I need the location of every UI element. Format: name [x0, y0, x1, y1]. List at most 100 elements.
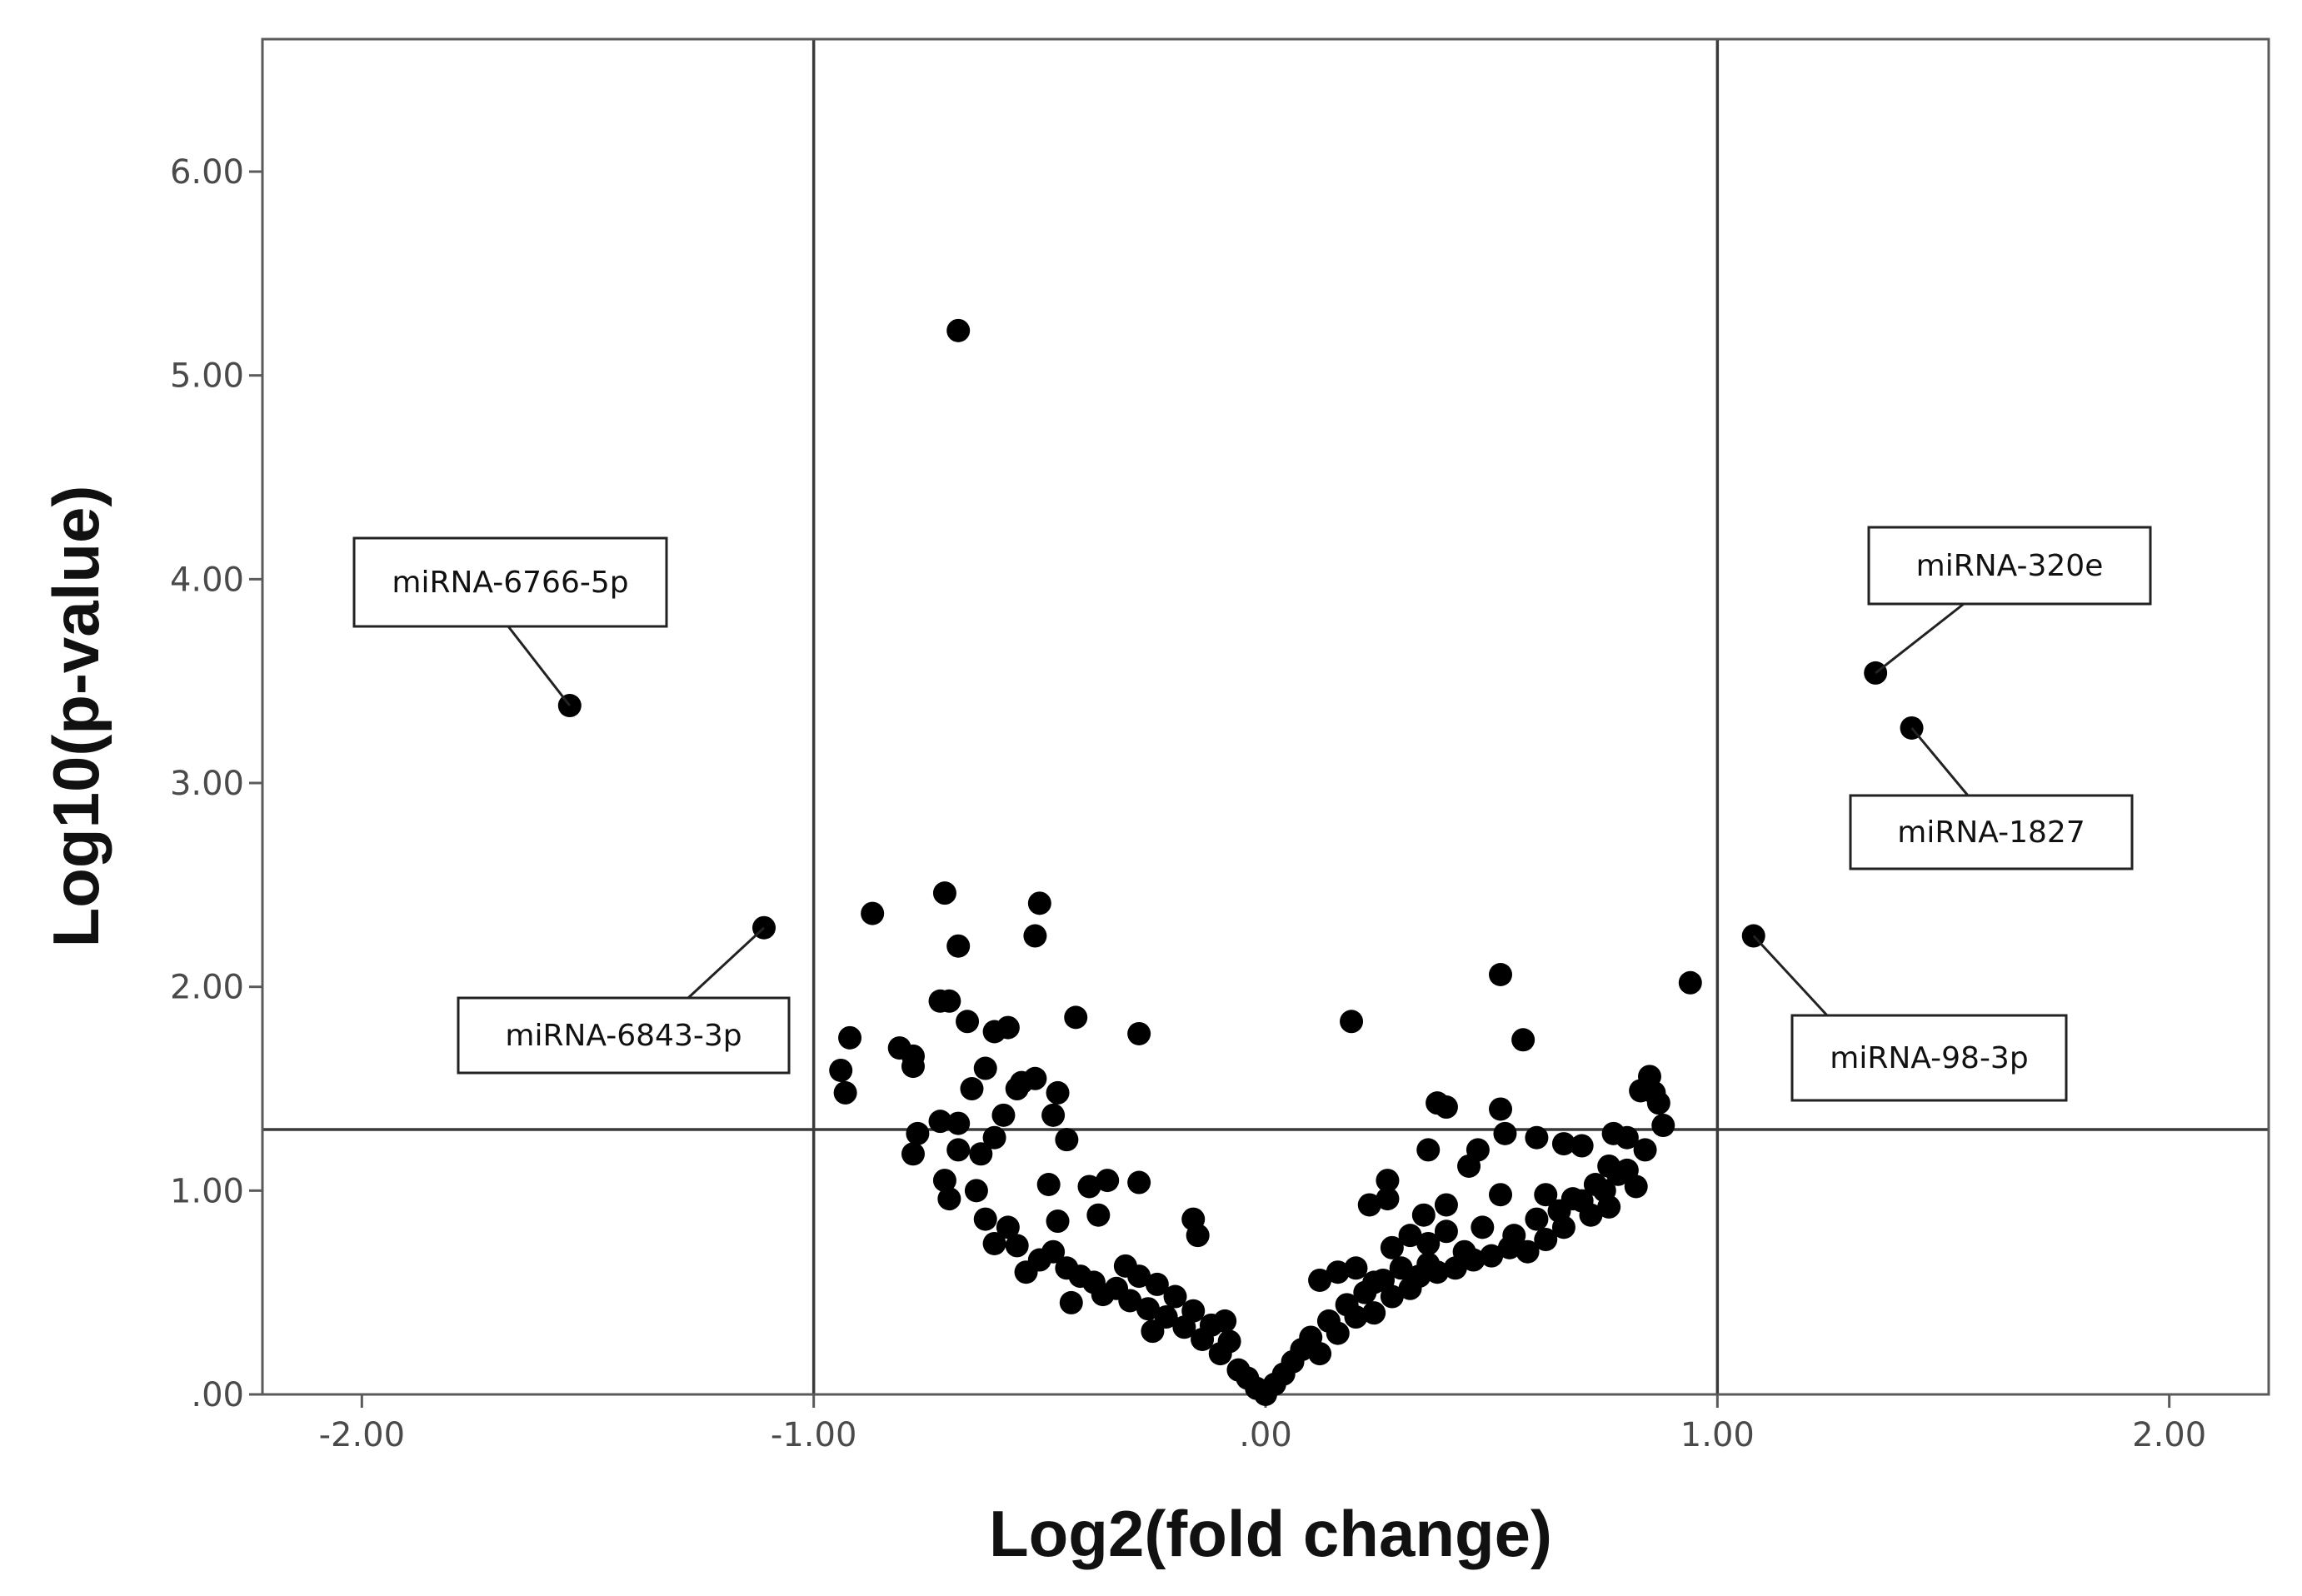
- data-point: [932, 881, 956, 905]
- data-point: [1308, 1268, 1332, 1292]
- x-tick-label: -2.00: [319, 1416, 406, 1454]
- data-point: [1457, 1154, 1481, 1178]
- callout-box: [1849, 794, 2134, 870]
- data-point: [982, 1231, 1006, 1255]
- data-point: [1434, 1193, 1458, 1217]
- y-tick-label: 4.00: [170, 561, 244, 599]
- data-point: [1633, 1138, 1657, 1162]
- data-point: [1551, 1215, 1575, 1239]
- data-point: [1014, 1260, 1038, 1284]
- data-point: [1489, 1183, 1513, 1207]
- x-axis-title: Log2(fold change): [989, 1497, 1552, 1570]
- data-point: [1489, 962, 1513, 986]
- data-point: [1615, 1125, 1639, 1150]
- callout-label: miRNA-6843-3p: [505, 1019, 742, 1053]
- data-point: [1036, 1172, 1061, 1196]
- data-point: [901, 1055, 925, 1079]
- data-point: [1389, 1256, 1413, 1280]
- data-point: [1145, 1272, 1169, 1296]
- data-point: [1426, 1260, 1450, 1284]
- callout-label: miRNA-98-3p: [1830, 1041, 2028, 1075]
- axes: -2.00 -1.00 .00 1.00 2.00 .00 1.00 2.00 3.00 4.00…: [170, 37, 2270, 1454]
- data-point: [1443, 1256, 1467, 1280]
- data-point: [1326, 1260, 1350, 1284]
- data-point: [1525, 1207, 1549, 1231]
- data-point: [1141, 1319, 1165, 1344]
- data-point: [946, 318, 971, 342]
- data-point: [1023, 924, 1047, 948]
- data-point: [1651, 1114, 1675, 1138]
- x-tick-label: .00: [1239, 1416, 1292, 1454]
- data-points: [557, 318, 1924, 1406]
- data-point: [1118, 1289, 1142, 1313]
- x-tick-label: 2.00: [2132, 1416, 2206, 1454]
- data-point: [946, 1111, 971, 1135]
- callout-label: miRNA-1827: [1897, 815, 2085, 850]
- reference-lines: [262, 39, 2269, 1394]
- data-point: [1516, 1239, 1540, 1264]
- data-point: [1380, 1284, 1404, 1309]
- data-point: [1411, 1203, 1436, 1227]
- data-point: [1570, 1134, 1594, 1158]
- data-point: [1127, 1170, 1151, 1195]
- y-tick-label: 5.00: [170, 357, 244, 396]
- data-point: [861, 901, 885, 925]
- y-tick-label: 3.00: [170, 765, 244, 803]
- y-tick-label: 2.00: [170, 969, 244, 1007]
- data-point: [1136, 1297, 1160, 1321]
- data-point: [1340, 1010, 1364, 1034]
- data-point: [906, 1121, 930, 1145]
- data-point: [829, 1058, 853, 1082]
- data-point: [1624, 1175, 1648, 1199]
- data-point: [960, 1077, 984, 1101]
- data-point: [1213, 1309, 1237, 1333]
- data-point: [1113, 1254, 1137, 1278]
- data-point: [973, 1207, 997, 1231]
- y-tick-label: 6.00: [170, 153, 244, 192]
- data-point: [1041, 1103, 1066, 1127]
- data-point: [1046, 1209, 1070, 1234]
- data-point: [956, 1010, 980, 1034]
- data-point: [928, 1110, 952, 1134]
- data-point: [1471, 1215, 1495, 1239]
- data-point: [1096, 1169, 1120, 1193]
- data-point: [1055, 1128, 1079, 1152]
- data-point: [1489, 1097, 1513, 1121]
- data-point: [1005, 1234, 1029, 1258]
- data-point: [1493, 1121, 1517, 1145]
- data-point: [932, 1169, 956, 1193]
- callout-leader-line: [1910, 726, 1970, 796]
- data-point: [1380, 1235, 1404, 1259]
- data-point: [1326, 1321, 1350, 1345]
- data-point: [1046, 1080, 1070, 1105]
- data-point: [1480, 1244, 1504, 1268]
- callout-leader-line: [687, 926, 766, 1000]
- data-point: [1497, 1235, 1521, 1259]
- data-point: [1434, 1095, 1458, 1120]
- data-point: [1434, 1219, 1458, 1244]
- callout-box: [1790, 1014, 2068, 1102]
- data-point: [1023, 1066, 1047, 1090]
- data-point: [1534, 1183, 1558, 1207]
- data-point: [1308, 1342, 1332, 1366]
- x-tick-label: 1.00: [1680, 1416, 1755, 1454]
- callout-leader-line: [1875, 602, 1965, 675]
- data-point: [1376, 1169, 1400, 1193]
- data-point: [1551, 1132, 1575, 1156]
- data-point: [1041, 1239, 1066, 1264]
- data-point: [982, 1125, 1006, 1150]
- data-point: [1376, 1187, 1400, 1211]
- data-point: [1064, 1005, 1088, 1030]
- data-point: [1597, 1195, 1621, 1219]
- data-point: [1086, 1203, 1111, 1227]
- data-point: [1005, 1077, 1029, 1101]
- data-point: [964, 1179, 988, 1203]
- data-point: [901, 1142, 925, 1166]
- data-point: [1217, 1329, 1241, 1354]
- data-point: [1461, 1248, 1486, 1272]
- data-point: [1678, 970, 1702, 995]
- data-point: [973, 1056, 997, 1080]
- callout-box: [1867, 526, 2152, 606]
- data-point: [982, 1020, 1006, 1044]
